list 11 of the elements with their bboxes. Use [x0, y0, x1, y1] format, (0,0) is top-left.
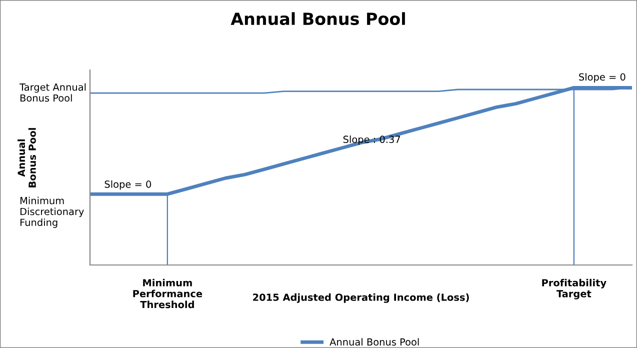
legend-label: Annual Bonus Pool — [330, 338, 419, 346]
x-tick-label: Profitability Target — [542, 278, 606, 300]
text: Target Annual Bonus Pool — [20, 83, 86, 102]
text: Slope = 0 — [579, 73, 626, 83]
x-axis-title: 2015 Adjusted Operating Income (Loss) — [253, 293, 469, 303]
text: Annual Bonus Pool — [18, 128, 36, 188]
x-tick-label: Minimum Performance Threshold — [133, 278, 202, 308]
annotation: Slope : 0.37 — [343, 135, 400, 145]
chart-title: Annual Bonus Pool — [230, 12, 405, 26]
text: Minimum Discretionary Funding — [20, 196, 84, 228]
annotation: Slope = 0 — [104, 180, 152, 190]
